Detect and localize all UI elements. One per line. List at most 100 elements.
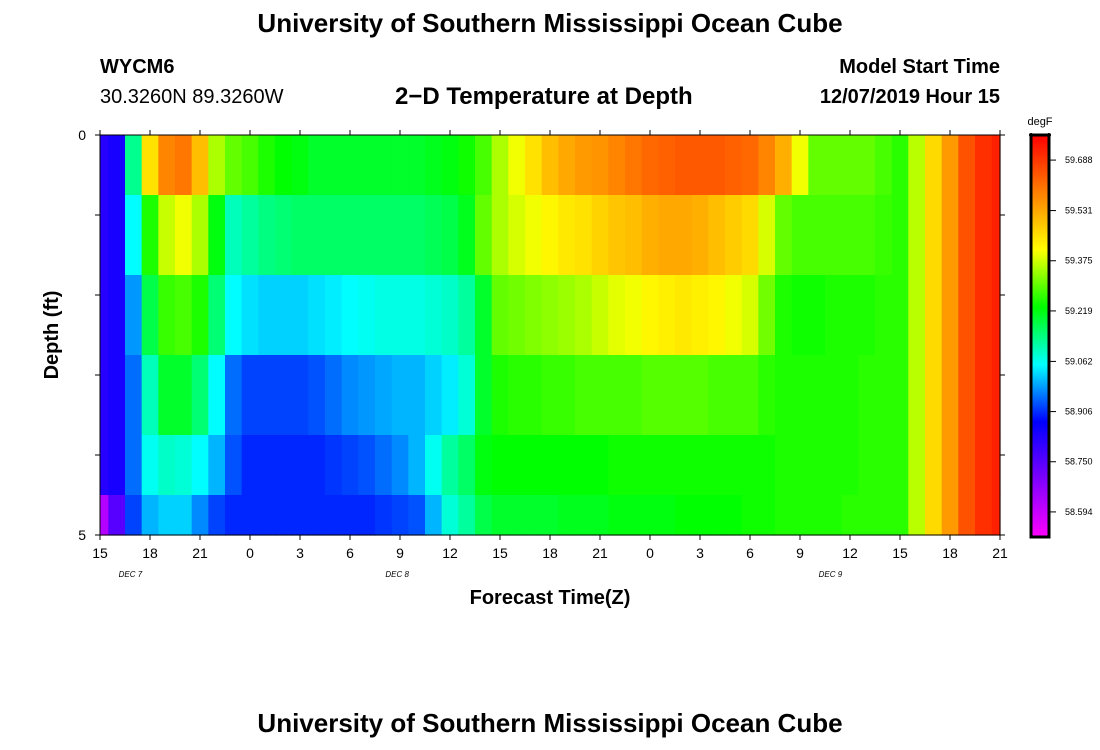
heatmap-cell bbox=[691, 195, 709, 276]
heatmap-cell bbox=[691, 355, 709, 436]
heatmap-cell bbox=[341, 275, 359, 356]
heatmap-cell bbox=[375, 435, 393, 496]
heatmap-cell bbox=[358, 355, 376, 436]
colorbar-unit: degF bbox=[1027, 116, 1052, 128]
heatmap-cell bbox=[275, 275, 293, 356]
heatmap-cell bbox=[758, 275, 776, 356]
heatmap-cell bbox=[625, 435, 643, 496]
heatmap-cell bbox=[541, 495, 559, 536]
heatmap-cell bbox=[158, 435, 176, 496]
heatmap-cell bbox=[808, 275, 826, 356]
colorbar-label: 58.906 bbox=[1065, 407, 1093, 417]
heatmap-cell bbox=[208, 435, 226, 496]
heatmap-cell bbox=[808, 435, 826, 496]
heatmap-cell bbox=[458, 195, 476, 276]
heatmap-cell bbox=[775, 495, 793, 536]
heatmap-cell bbox=[891, 135, 909, 196]
heatmap-cell bbox=[191, 275, 209, 356]
heatmap-cell bbox=[991, 135, 1001, 196]
heatmap-cell bbox=[258, 355, 276, 436]
heatmap-cell bbox=[191, 355, 209, 436]
heatmap-cell bbox=[525, 495, 543, 536]
heatmap-cell bbox=[708, 195, 726, 276]
heatmap-cell bbox=[875, 495, 893, 536]
heatmap-cells bbox=[100, 135, 1001, 536]
heatmap-cell bbox=[275, 135, 293, 196]
heatmap-cell bbox=[241, 435, 259, 496]
heatmap-cell bbox=[541, 355, 559, 436]
heatmap-cell bbox=[425, 495, 443, 536]
heatmap-cell bbox=[475, 195, 493, 276]
heatmap-cell bbox=[508, 435, 526, 496]
heatmap-cell bbox=[975, 275, 993, 356]
heatmap-cell bbox=[308, 435, 326, 496]
heatmap-cell bbox=[758, 195, 776, 276]
x-tick-label: 15 bbox=[492, 545, 508, 561]
heatmap-cell bbox=[941, 135, 959, 196]
heatmap-cell bbox=[441, 195, 459, 276]
heatmap-cell bbox=[875, 195, 893, 276]
heatmap-cell bbox=[808, 195, 826, 276]
heatmap-cell bbox=[875, 275, 893, 356]
heatmap-cell bbox=[858, 275, 876, 356]
heatmap-cell bbox=[691, 435, 709, 496]
heatmap-cell bbox=[741, 275, 759, 356]
heatmap-cell bbox=[325, 135, 343, 196]
heatmap-cell bbox=[358, 495, 376, 536]
x-tick-label: 18 bbox=[142, 545, 158, 561]
x-tick-label: 9 bbox=[396, 545, 404, 561]
heatmap-cell bbox=[958, 135, 976, 196]
colorbar-fill bbox=[1029, 133, 1051, 539]
heatmap-cell bbox=[875, 135, 893, 196]
heatmap-cell bbox=[775, 355, 793, 436]
heatmap-cell bbox=[325, 355, 343, 436]
heatmap-cell bbox=[191, 495, 209, 536]
heatmap-cell bbox=[708, 435, 726, 496]
heatmap-cell bbox=[825, 275, 843, 356]
heatmap-cell bbox=[391, 135, 409, 196]
heatmap-cell bbox=[808, 495, 826, 536]
heatmap-cell bbox=[925, 275, 943, 356]
heatmap-cell bbox=[591, 275, 609, 356]
heatmap-cell bbox=[958, 495, 976, 536]
heatmap-cell bbox=[725, 355, 743, 436]
heatmap-cell bbox=[991, 195, 1001, 276]
heatmap-cell bbox=[608, 495, 626, 536]
heatmap-cell bbox=[941, 275, 959, 356]
y-tick-label: 0 bbox=[78, 127, 86, 143]
x-tick-label: 21 bbox=[592, 545, 608, 561]
heatmap-cell bbox=[925, 355, 943, 436]
heatmap-cell bbox=[625, 275, 643, 356]
heatmap-cell bbox=[225, 275, 243, 356]
date-label: DEC 9 bbox=[819, 570, 843, 579]
heatmap-cell bbox=[325, 195, 343, 276]
heatmap-cell bbox=[441, 275, 459, 356]
heatmap-cell bbox=[158, 275, 176, 356]
heatmap-cell bbox=[641, 355, 659, 436]
heatmap-cell bbox=[725, 495, 743, 536]
heatmap-cell bbox=[475, 495, 493, 536]
heatmap-cell bbox=[691, 495, 709, 536]
heatmap-cell bbox=[558, 195, 576, 276]
heatmap-cell bbox=[825, 195, 843, 276]
heatmap-cell bbox=[991, 435, 1001, 496]
heatmap-cell bbox=[158, 495, 176, 536]
heatmap-cell bbox=[658, 195, 676, 276]
heatmap-cell bbox=[625, 135, 643, 196]
station-id: WYCM6 bbox=[100, 56, 175, 78]
main-title: University of Southern Mississippi Ocean… bbox=[257, 8, 843, 38]
x-tick-label: 6 bbox=[746, 545, 754, 561]
heatmap-cell bbox=[141, 355, 159, 436]
heatmap-cell bbox=[841, 355, 859, 436]
heatmap-cell bbox=[975, 495, 993, 536]
colorbar-label: 59.062 bbox=[1065, 356, 1093, 366]
heatmap-cell bbox=[308, 195, 326, 276]
heatmap-cell bbox=[508, 195, 526, 276]
heatmap-cell bbox=[891, 355, 909, 436]
heatmap-cell bbox=[625, 495, 643, 536]
x-tick-label: 0 bbox=[646, 545, 654, 561]
heatmap-cell bbox=[125, 355, 143, 436]
heatmap-cell bbox=[625, 355, 643, 436]
heatmap-cell bbox=[241, 195, 259, 276]
heatmap-cell bbox=[741, 435, 759, 496]
